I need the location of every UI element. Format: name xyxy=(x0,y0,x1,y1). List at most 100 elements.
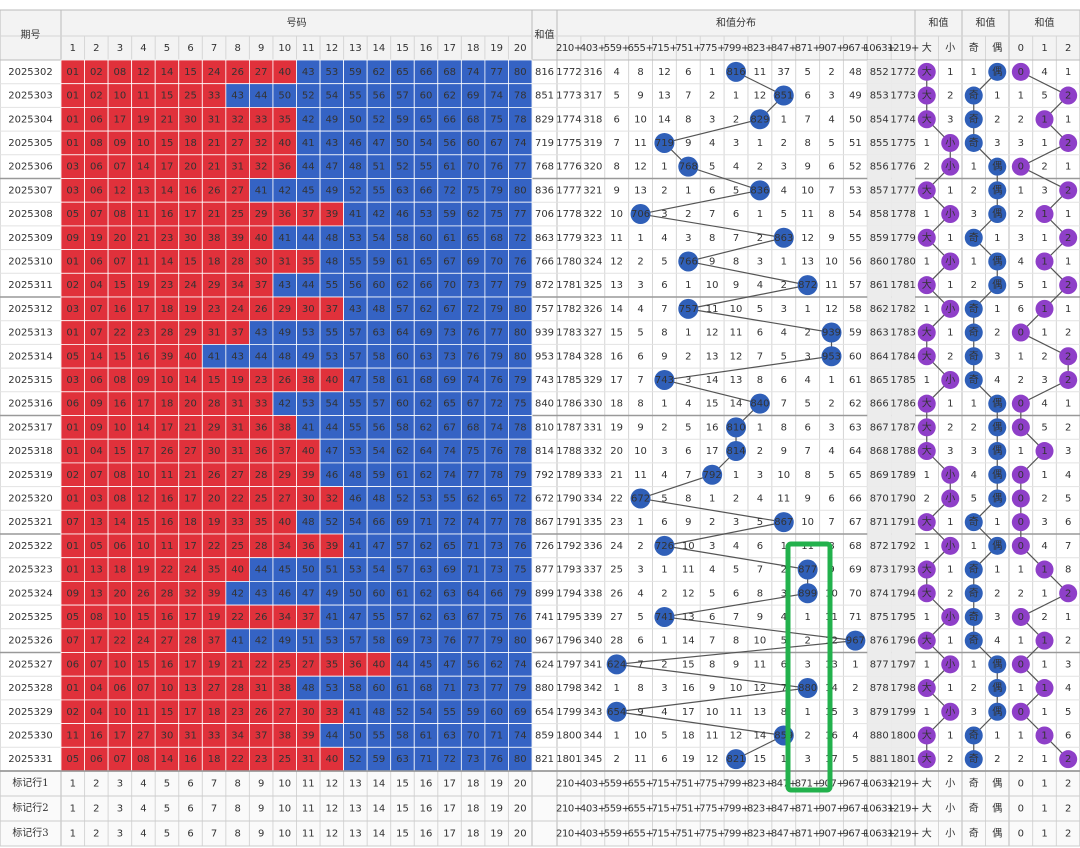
number-text: 79 xyxy=(514,683,527,694)
number-text: 77 xyxy=(490,328,503,339)
size-cell: 1 xyxy=(947,399,953,410)
number-text: 01 xyxy=(66,328,79,339)
number-text: 79 xyxy=(490,185,503,196)
number-text: 14 xyxy=(90,351,103,362)
number-text: 18 xyxy=(208,754,221,765)
number-text: 54 xyxy=(420,707,433,718)
dist-shade xyxy=(891,131,916,155)
parity-hit-text: 偶 xyxy=(992,254,1002,267)
dist-hit xyxy=(821,322,842,343)
mod3-header: 和值 xyxy=(1035,16,1055,29)
trend-line xyxy=(616,71,856,760)
dist-hit-text: 766 xyxy=(679,256,698,267)
dist-cell: 14 xyxy=(730,399,743,410)
parity-cell: 3 xyxy=(971,446,977,457)
size-hit xyxy=(941,702,960,721)
number-text: 43 xyxy=(278,280,291,291)
dist-cell: 1784 xyxy=(556,351,581,362)
column-header: 847+ xyxy=(771,43,797,54)
dist-cell: 7 xyxy=(709,209,715,220)
footer-cell: 871+ xyxy=(795,829,821,840)
dist-cell: 1798 xyxy=(890,683,915,694)
footer-cell: 715+ xyxy=(651,779,677,790)
dist-cell: 4 xyxy=(661,707,667,718)
dist-cell: 4 xyxy=(757,280,763,291)
size-cell: 2 xyxy=(947,588,953,599)
number-text: 20 xyxy=(208,493,221,504)
mod3-cell: 5 xyxy=(1041,91,1047,102)
parity-hit-text: 偶 xyxy=(992,397,1002,410)
number-text: 19 xyxy=(231,375,244,386)
number-text: 61 xyxy=(396,256,409,267)
number-text: 25 xyxy=(278,659,291,670)
number-text: 62 xyxy=(396,280,409,291)
number-text: 26 xyxy=(231,67,244,78)
number-text: 27 xyxy=(208,683,221,694)
number-text: 41 xyxy=(302,422,315,433)
number-text: 22 xyxy=(231,612,244,623)
footer-cell: 1063+ xyxy=(863,804,895,815)
mod3-cell: 1 xyxy=(1065,209,1071,220)
mod3-cell: 6 xyxy=(1065,730,1071,741)
column-header: 5 xyxy=(164,43,170,54)
footer-cell: 655+ xyxy=(628,804,654,815)
number-text: 44 xyxy=(302,162,315,173)
dist-hit-text: 967 xyxy=(846,636,865,647)
dist-cell: 13 xyxy=(682,612,695,623)
number-text: 36 xyxy=(278,209,291,220)
number-text: 65 xyxy=(467,233,480,244)
size-hit-text: 小 xyxy=(945,658,955,670)
dist-cell: 9 xyxy=(733,659,739,670)
number-text: 52 xyxy=(396,707,409,718)
dist-cell: 877 xyxy=(870,659,889,670)
number-text: 46 xyxy=(396,209,409,220)
dist-cell: 2 xyxy=(828,399,834,410)
footer-cell: 12 xyxy=(325,804,338,815)
mod3-hit-text: 1 xyxy=(1041,304,1047,315)
dist-cell: 59 xyxy=(849,328,862,339)
number-text: 13 xyxy=(137,185,150,196)
number-text: 57 xyxy=(373,399,386,410)
number-text: 15 xyxy=(184,67,197,78)
size-hit-text: 大 xyxy=(922,586,932,599)
dist-hit xyxy=(654,132,675,153)
dist-cell: 9 xyxy=(733,280,739,291)
number-text: 59 xyxy=(396,114,409,125)
number-text: 63 xyxy=(396,754,409,765)
dist-shade xyxy=(891,581,916,606)
footer-cell: 17 xyxy=(443,804,456,815)
column-header: 775+ xyxy=(699,43,725,54)
dist-hit-text: 810 xyxy=(726,422,745,433)
dist-cell: 1796 xyxy=(556,636,581,647)
footer-cell: 偶 xyxy=(992,827,1002,840)
dist-cell: 7 xyxy=(757,351,763,362)
parity-hit xyxy=(964,513,983,532)
dist-cell: 6 xyxy=(685,67,691,78)
number-text: 24 xyxy=(208,67,221,78)
footer-cell: 847+ xyxy=(771,779,797,790)
number-text: 10 xyxy=(114,422,127,433)
number-text: 28 xyxy=(208,399,221,410)
size-hit-text: 大 xyxy=(922,183,932,196)
dist-cell: 2 xyxy=(757,446,763,457)
number-text: 42 xyxy=(278,399,291,410)
number-text: 15 xyxy=(114,446,127,457)
dist-cell: 5 xyxy=(661,730,667,741)
dist-hit-text: 816 xyxy=(726,67,745,78)
dist-hit-text: 821 xyxy=(726,754,745,765)
dist-cell: 1797 xyxy=(890,659,915,670)
dist-cell: 5 xyxy=(733,185,739,196)
number-text: 49 xyxy=(325,588,338,599)
sum-cell: 863 xyxy=(535,233,554,244)
number-text: 60 xyxy=(420,91,433,102)
dist-cell: 5 xyxy=(828,138,834,149)
number-text: 57 xyxy=(349,351,362,362)
dist-cell: 16 xyxy=(682,683,695,694)
number-text: 39 xyxy=(302,730,315,741)
parity-cell: 2 xyxy=(971,683,977,694)
parity-hit xyxy=(988,157,1007,176)
size-hit xyxy=(917,584,936,603)
number-text: 56 xyxy=(467,659,480,670)
footer-cell: 15 xyxy=(396,779,409,790)
number-text: 76 xyxy=(514,541,527,552)
